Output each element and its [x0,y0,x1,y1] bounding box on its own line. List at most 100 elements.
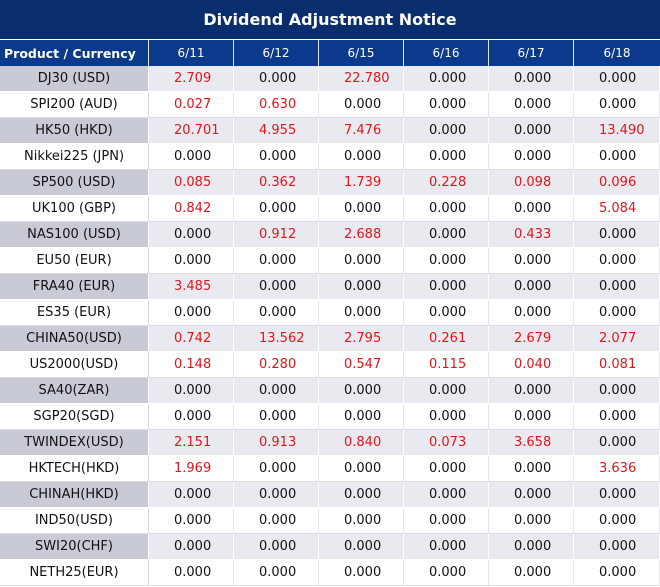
notice-title: Dividend Adjustment Notice [203,10,457,29]
table-row: SA40(ZAR) 0.000 0.000 0.000 0.000 0.000 0.000 [0,378,660,404]
product-cell: SP500 (USD) [0,170,149,195]
dividend-value-cell: 2.795 [319,326,404,351]
dividend-value-cell: 0.000 [404,508,489,533]
product-cell: EU50 (EUR) [0,248,149,273]
header-date: 6/15 [319,40,404,66]
dividend-value-cell: 0.000 [404,456,489,481]
dividend-value-cell: 0.000 [149,222,234,247]
dividend-value-cell: 0.000 [404,534,489,559]
product-cell: Nikkei225 (JPN) [0,144,149,169]
dividend-value-cell: 0.362 [234,170,319,195]
dividend-value-cell: 0.000 [319,378,404,403]
dividend-value-cell: 0.000 [489,196,574,221]
header-date: 6/17 [489,40,574,66]
dividend-value-cell: 0.000 [489,404,574,429]
table-row: TWINDEX(USD) 2.151 0.913 0.840 0.073 3.658 0.0… [0,430,660,456]
dividend-value-cell: 13.562 [234,326,319,351]
dividend-value-cell: 0.098 [489,170,574,195]
dividend-value-cell: 0.840 [319,430,404,455]
dividend-value-cell: 0.000 [404,274,489,299]
dividend-value-cell: 0.000 [489,456,574,481]
dividend-value-cell: 0.000 [489,92,574,117]
table-row: US2000(USD) 0.148 0.280 0.547 0.115 0.040 0.08… [0,352,660,378]
dividend-value-cell: 0.000 [319,508,404,533]
dividend-value-cell: 0.000 [149,508,234,533]
dividend-value-cell: 0.000 [574,378,660,403]
dividend-value-cell: 0.000 [489,300,574,325]
dividend-value-cell: 0.000 [404,144,489,169]
dividend-value-cell: 13.490 [574,118,660,143]
dividend-value-cell: 20.701 [149,118,234,143]
dividend-value-cell: 0.000 [234,560,319,585]
product-cell: NETH25(EUR) [0,560,149,585]
table-row: CHINA50(USD) 0.742 13.562 2.795 0.261 2.679 2.… [0,326,660,352]
dividend-value-cell: 0.000 [234,378,319,403]
dividend-value-cell: 2.679 [489,326,574,351]
dividend-value-cell: 0.000 [149,378,234,403]
dividend-value-cell: 0.000 [149,404,234,429]
product-cell: CHINA50(USD) [0,326,149,351]
dividend-value-cell: 0.842 [149,196,234,221]
dividend-value-cell: 0.000 [489,144,574,169]
dividend-value-cell: 3.485 [149,274,234,299]
product-cell: SA40(ZAR) [0,378,149,403]
header-date: 6/18 [574,40,660,66]
dividend-value-cell: 0.000 [489,274,574,299]
dividend-value-cell: 0.000 [319,300,404,325]
dividend-value-cell: 0.000 [234,144,319,169]
product-cell: CHINAH(HKD) [0,482,149,507]
table-row: ES35 (EUR) 0.000 0.000 0.000 0.000 0.000 0.000 [0,300,660,326]
dividend-value-cell: 7.476 [319,118,404,143]
table-row: IND50(USD) 0.000 0.000 0.000 0.000 0.000 0.000 [0,508,660,534]
dividend-value-cell: 0.000 [149,144,234,169]
dividend-value-cell: 2.077 [574,326,660,351]
dividend-value-cell: 0.000 [319,456,404,481]
product-cell: FRA40 (EUR) [0,274,149,299]
dividend-value-cell: 0.000 [574,300,660,325]
product-cell: US2000(USD) [0,352,149,377]
dividend-value-cell: 2.151 [149,430,234,455]
table-row: NETH25(EUR) 0.000 0.000 0.000 0.000 0.000 0.00… [0,560,660,586]
dividend-value-cell: 0.000 [404,300,489,325]
table-row: FRA40 (EUR) 3.485 0.000 0.000 0.000 0.000 0.00… [0,274,660,300]
dividend-value-cell: 0.000 [574,66,660,91]
dividend-value-cell: 0.000 [404,248,489,273]
dividend-value-cell: 0.000 [149,248,234,273]
dividend-value-cell: 0.228 [404,170,489,195]
dividend-value-cell: 0.000 [319,248,404,273]
dividend-value-cell: 0.913 [234,430,319,455]
dividend-value-cell: 0.000 [574,534,660,559]
product-cell: NAS100 (USD) [0,222,149,247]
dividend-value-cell: 0.000 [234,508,319,533]
dividend-value-cell: 0.000 [404,482,489,507]
dividend-value-cell: 0.000 [319,404,404,429]
dividend-value-cell: 0.000 [574,222,660,247]
table-row: HK50 (HKD) 20.701 4.955 7.476 0.000 0.000 13.4… [0,118,660,144]
table-header-row: Product / Currency 6/11 6/12 6/15 6/16 6… [0,39,660,66]
dividend-value-cell: 0.000 [489,118,574,143]
dividend-value-cell: 1.969 [149,456,234,481]
notice-title-bar: Dividend Adjustment Notice [0,0,660,39]
dividend-value-cell: 0.000 [489,66,574,91]
product-cell: HK50 (HKD) [0,118,149,143]
dividend-value-cell: 0.000 [489,560,574,585]
dividend-value-cell: 0.115 [404,352,489,377]
header-date: 6/11 [149,40,234,66]
dividend-value-cell: 0.000 [489,248,574,273]
dividend-value-cell: 5.084 [574,196,660,221]
dividend-value-cell: 0.000 [404,222,489,247]
table-row: SPI200 (AUD) 0.027 0.630 0.000 0.000 0.000 0.0… [0,92,660,118]
dividend-value-cell: 0.000 [234,482,319,507]
dividend-value-cell: 0.000 [574,274,660,299]
dividend-value-cell: 0.000 [574,92,660,117]
dividend-value-cell: 0.261 [404,326,489,351]
product-cell: SWI20(CHF) [0,534,149,559]
dividend-value-cell: 22.780 [319,66,404,91]
dividend-value-cell: 0.000 [234,248,319,273]
dividend-value-cell: 0.081 [574,352,660,377]
header-date: 6/12 [234,40,319,66]
product-cell: DJ30 (USD) [0,66,149,91]
dividend-value-cell: 0.000 [234,300,319,325]
dividend-value-cell: 0.000 [404,404,489,429]
